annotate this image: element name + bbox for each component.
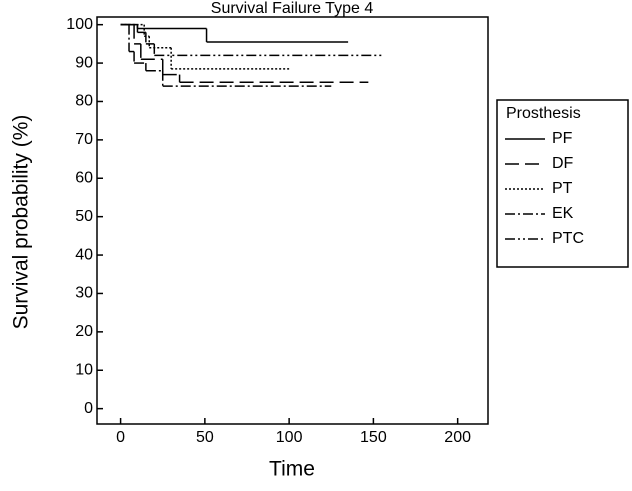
chart-title: Survival Failure Type 4 (211, 0, 374, 17)
x-tick-label: 0 (116, 429, 125, 446)
y-tick-label: 40 (75, 246, 93, 263)
legend-label: DF (552, 155, 574, 172)
y-axis-label: Survival probability (%) (10, 115, 33, 330)
y-tick-label: 20 (75, 323, 93, 340)
x-tick-label: 100 (276, 429, 303, 446)
legend-label: EK (552, 205, 574, 222)
legend-box (496, 99, 629, 268)
y-tick-label: 30 (75, 285, 93, 302)
x-tick-label: 150 (360, 429, 387, 446)
y-tick-label: 60 (75, 169, 93, 186)
y-tick-label: 80 (75, 93, 93, 110)
legend-label: PF (552, 130, 573, 147)
y-tick-label: 100 (66, 16, 93, 33)
y-tick-label: 50 (75, 208, 93, 225)
y-tick-label: 10 (75, 361, 93, 378)
x-tick-label: 50 (196, 429, 214, 446)
y-tick-label: 90 (75, 54, 93, 71)
x-tick-label: 200 (444, 429, 471, 446)
legend-label: PT (552, 180, 573, 197)
y-tick-label: 0 (84, 400, 93, 417)
plot-frame (96, 16, 489, 425)
legend-title: Prosthesis (506, 105, 581, 122)
legend-label: PTC (552, 230, 584, 247)
y-tick-label: 70 (75, 131, 93, 148)
x-axis-label: Time (269, 458, 315, 481)
